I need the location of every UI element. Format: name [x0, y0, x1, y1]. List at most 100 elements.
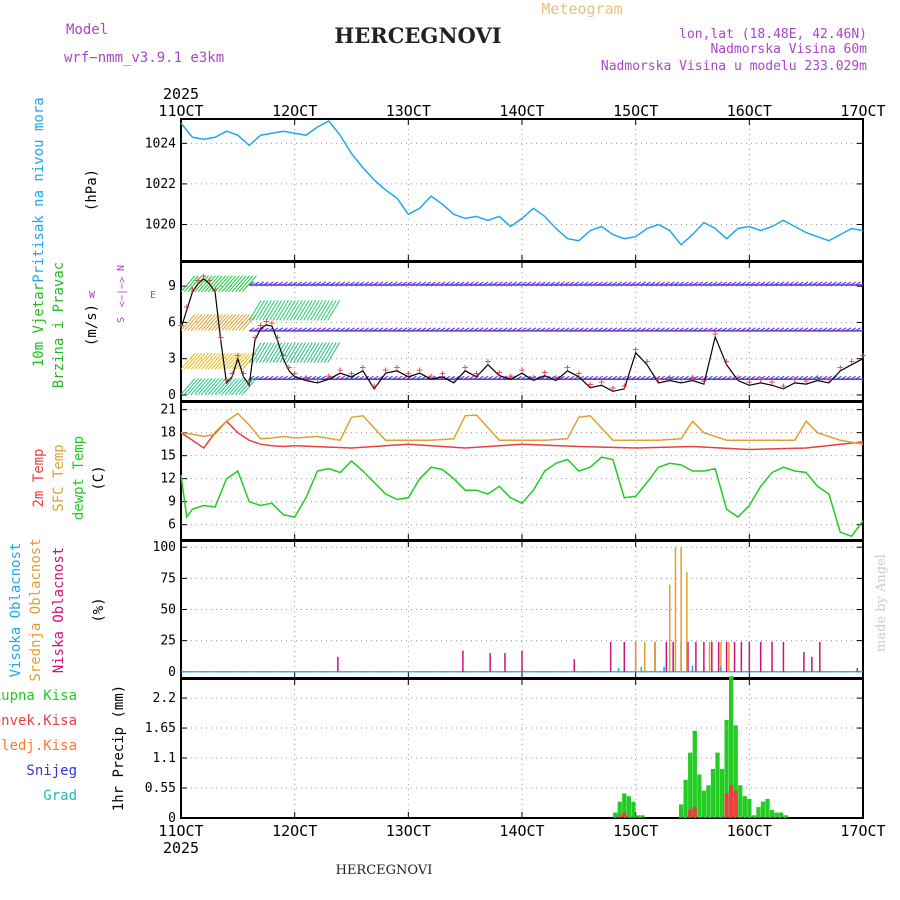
year-label-top: 2025 [163, 85, 199, 103]
wind-barb [303, 342, 317, 363]
wind-barb [296, 300, 310, 321]
wind-barb [316, 300, 330, 321]
gust-marker: + [576, 367, 583, 380]
wind-barb [286, 342, 300, 363]
gust-marker: + [666, 371, 673, 384]
dewpt-line [180, 456, 864, 538]
gust-marker: + [610, 382, 617, 395]
wind-barb [180, 352, 196, 370]
y-tick-label: 3 [168, 352, 176, 367]
x-tick-label-bottom: 13OCT [386, 822, 431, 840]
gust-marker: + [240, 367, 247, 380]
conv-precip-bar [617, 815, 622, 818]
gust-marker: + [507, 370, 514, 383]
temp-unit: (C) [91, 465, 107, 490]
gust-marker: + [701, 374, 708, 387]
wind-barb [197, 352, 213, 370]
y-tick-label: 1.1 [153, 751, 176, 766]
gust-marker: + [269, 316, 276, 329]
wind-barb [180, 378, 196, 395]
wind-barb [201, 314, 216, 331]
cloud-unit: (%) [91, 597, 107, 622]
wind-barb [262, 342, 276, 363]
gust-marker: + [206, 274, 213, 287]
gust-marker: + [814, 371, 821, 384]
gust-marker: + [200, 269, 207, 282]
wind-barb [180, 314, 196, 331]
wind-barb [299, 342, 313, 363]
model-altitude-info: Nadmorska Visina u modelu 233.029m [601, 59, 867, 74]
year-label-bottom: 2025 [163, 839, 199, 857]
wind-barb [293, 342, 306, 363]
y-tick-label: 2.2 [153, 691, 176, 706]
dewpt-ylabel: dewpt Temp [71, 436, 87, 520]
total-precip-bar [769, 809, 775, 818]
wind-barb [207, 352, 223, 370]
wind-barb [224, 352, 240, 370]
wind-barb [184, 352, 199, 370]
mid-cloud-ylabel: Srednja Oblacnost [28, 538, 44, 681]
x-tick-label-bottom: 14OCT [499, 822, 544, 840]
total-precip-bar [742, 796, 747, 818]
gust-marker: + [780, 379, 787, 392]
wind-barb [265, 300, 279, 321]
gust-marker: + [689, 371, 696, 384]
gust-marker: + [382, 364, 389, 377]
pressure-unit: (hPa) [84, 169, 100, 211]
total-precip-bar [719, 768, 725, 818]
wind-barb [201, 378, 216, 395]
y-tick-label: 1024 [145, 136, 176, 151]
wind-barb [197, 314, 213, 331]
gust-marker: + [462, 361, 469, 374]
conv-precip-bar [692, 807, 697, 818]
total-precip-bar [756, 807, 761, 818]
gust-marker: + [252, 331, 259, 344]
y-tick-label: 6 [168, 518, 176, 533]
gust-marker: + [541, 366, 548, 379]
wind-barb [207, 275, 223, 293]
gust-marker: + [564, 361, 571, 374]
station-title: HERCEGNOVI [334, 23, 501, 48]
wind-barb [289, 342, 303, 363]
wind-barb [184, 378, 199, 395]
wind-speed-line [180, 278, 864, 392]
wind-barb [218, 275, 233, 293]
wind-barb [289, 300, 303, 321]
gust-marker: + [360, 361, 367, 374]
wind-unit: (m/s) [84, 304, 100, 346]
wind-barb [238, 378, 254, 395]
gust-marker: + [286, 361, 293, 374]
wind-barb [272, 342, 286, 363]
wind-barb [299, 300, 313, 321]
conv-precip-bar [622, 812, 627, 818]
wind-barb [187, 275, 203, 293]
total-precip-bar [635, 815, 641, 818]
wind-barb [248, 300, 262, 321]
total-precip-bar [779, 812, 784, 818]
y-tick-label: 1022 [145, 177, 176, 192]
model-label: Model [66, 22, 108, 38]
conv-precip-bar [729, 785, 734, 818]
wind-barb [187, 314, 203, 331]
gust-marker: + [473, 367, 480, 380]
temp2m-ylabel: 2m Temp [31, 448, 47, 507]
gust-marker: + [263, 315, 270, 328]
wind-barb [184, 275, 199, 293]
wind-barb [221, 275, 237, 293]
gust-marker: + [246, 376, 253, 389]
gust-marker: + [621, 379, 628, 392]
wind-barb [187, 352, 203, 370]
total-precip-bar [738, 785, 743, 818]
wind-barb [313, 300, 327, 321]
sfc-ylabel: SFC Temp [51, 444, 67, 511]
gust-marker: + [235, 349, 242, 362]
legend-conv-precip: Konvek.Kisa [0, 713, 77, 729]
wind-barb [323, 300, 337, 321]
gust-marker: + [439, 367, 446, 380]
wind-barb [282, 300, 296, 321]
wind-barb [204, 352, 220, 370]
total-precip-bar [617, 801, 622, 818]
wind-barb [224, 378, 240, 395]
wind-barb [262, 300, 276, 321]
wind-barb [248, 342, 262, 363]
